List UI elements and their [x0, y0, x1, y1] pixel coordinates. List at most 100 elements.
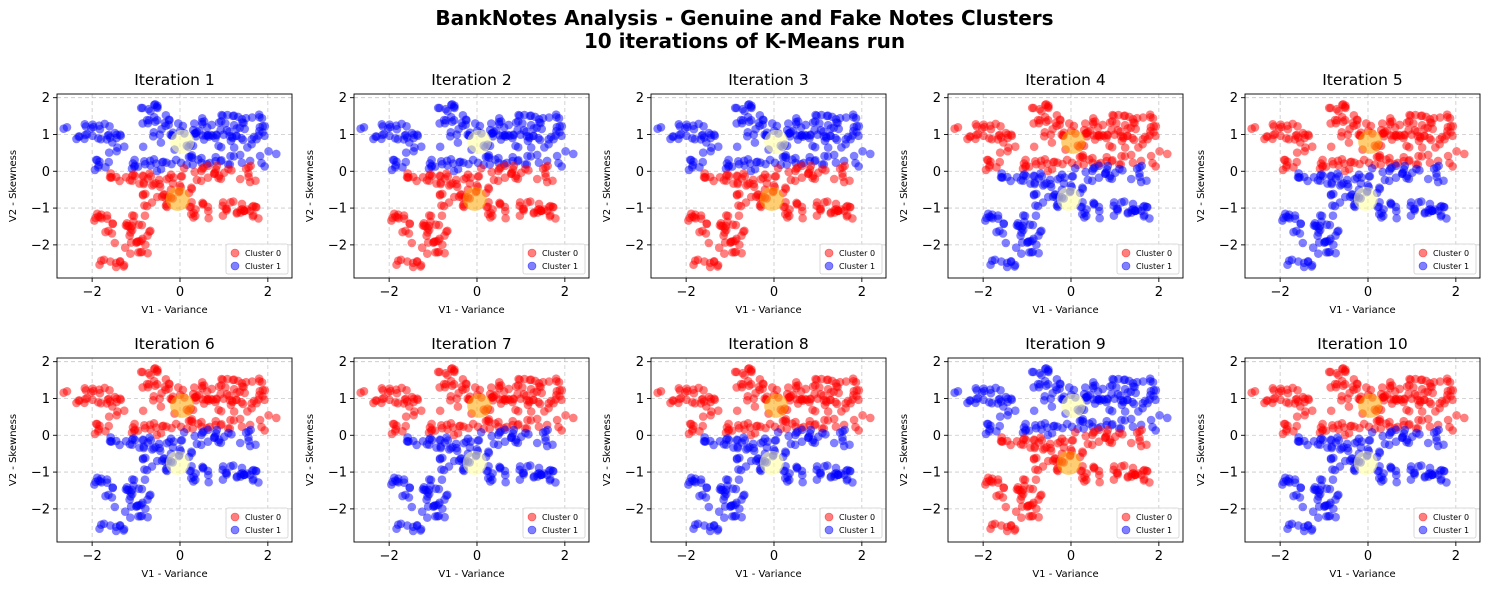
- point-cluster-0: [403, 173, 413, 182]
- point-cluster-0: [1148, 158, 1157, 168]
- point-cluster-1: [511, 437, 520, 447]
- point-cluster-1: [92, 473, 102, 483]
- point-cluster-1: [1329, 240, 1338, 250]
- point-cluster-1: [540, 143, 549, 152]
- point-cluster-0: [1361, 383, 1371, 392]
- point-cluster-0: [264, 411, 273, 420]
- point-cluster-1: [739, 156, 749, 166]
- point-cluster-0: [831, 397, 840, 407]
- point-cluster-1: [437, 465, 446, 474]
- point-cluster-1: [1334, 226, 1343, 236]
- point-cluster-1: [1387, 199, 1396, 209]
- point-cluster-1: [243, 143, 252, 152]
- point-cluster-0: [455, 421, 464, 431]
- point-cluster-1: [1107, 381, 1117, 390]
- legend-marker-cluster-1: [1121, 261, 1131, 271]
- point-cluster-1: [435, 142, 445, 152]
- point-cluster-0: [500, 206, 510, 216]
- point-cluster-1: [106, 437, 116, 446]
- point-cluster-1: [1289, 491, 1298, 501]
- centroid-marker: [1061, 393, 1086, 418]
- point-cluster-0: [244, 163, 253, 172]
- point-cluster-0: [705, 258, 715, 268]
- point-cluster-1: [190, 431, 200, 441]
- legend-marker-cluster-0: [527, 248, 537, 258]
- point-cluster-0: [179, 163, 189, 173]
- point-cluster-0: [523, 415, 532, 425]
- point-cluster-1: [731, 484, 741, 494]
- x-tick-label: −2: [677, 549, 696, 564]
- point-cluster-1: [271, 149, 281, 159]
- legend-label-cluster-1: Cluster 1: [245, 526, 281, 535]
- point-cluster-1: [426, 481, 435, 491]
- point-cluster-1: [494, 153, 503, 163]
- point-cluster-1: [523, 461, 532, 471]
- point-cluster-1: [1068, 172, 1078, 181]
- point-cluster-1: [858, 147, 867, 156]
- point-cluster-0: [786, 175, 796, 185]
- point-cluster-1: [551, 478, 560, 487]
- point-cluster-1: [1117, 197, 1126, 207]
- point-cluster-0: [823, 407, 833, 416]
- x-tick-label: −2: [974, 285, 993, 300]
- point-cluster-0: [197, 417, 206, 427]
- point-cluster-0: [450, 365, 459, 374]
- legend-box: [522, 507, 586, 539]
- point-cluster-1: [526, 143, 536, 152]
- point-cluster-1: [734, 465, 743, 474]
- point-cluster-0: [544, 377, 554, 386]
- point-cluster-1: [1118, 166, 1127, 175]
- point-cluster-1: [792, 119, 801, 129]
- point-cluster-1: [514, 155, 523, 165]
- point-cluster-0: [841, 377, 851, 386]
- point-cluster-0: [1281, 163, 1291, 172]
- centroid-marker: [759, 450, 784, 475]
- point-cluster-1: [841, 113, 851, 122]
- point-cluster-0: [737, 382, 747, 392]
- axes-frame: [56, 93, 293, 279]
- point-cluster-1: [984, 427, 994, 436]
- point-cluster-1: [1313, 175, 1323, 185]
- point-cluster-1: [1375, 448, 1385, 458]
- point-cluster-1: [728, 512, 737, 521]
- point-cluster-0: [525, 397, 534, 407]
- point-cluster-1: [1378, 431, 1388, 441]
- point-cluster-0: [120, 243, 130, 252]
- point-cluster-0: [171, 419, 181, 429]
- point-cluster-0: [1025, 512, 1034, 521]
- point-cluster-0: [1034, 118, 1044, 128]
- point-cluster-1: [401, 148, 411, 157]
- point-cluster-1: [1375, 184, 1385, 194]
- centroid-marker: [170, 129, 195, 154]
- legend-marker-cluster-0: [230, 512, 240, 522]
- y-tick-label: −1: [922, 202, 941, 217]
- legend-label-cluster-1: Cluster 1: [542, 262, 578, 271]
- point-cluster-0: [783, 383, 793, 392]
- point-cluster-0: [763, 173, 772, 182]
- point-cluster-1: [1109, 198, 1119, 207]
- legend: Cluster 0 Cluster 1: [522, 243, 586, 275]
- legend-label-cluster-0: Cluster 0: [542, 513, 578, 522]
- legend-marker-cluster-1: [230, 525, 240, 535]
- point-cluster-0: [723, 217, 732, 227]
- point-cluster-1: [823, 120, 833, 130]
- point-cluster-1: [86, 124, 96, 133]
- point-cluster-0: [532, 414, 542, 424]
- point-cluster-1: [831, 114, 841, 124]
- point-cluster-1: [1420, 208, 1430, 217]
- point-cluster-1: [1090, 399, 1100, 408]
- point-cluster-1: [393, 520, 403, 530]
- legend-label-cluster-0: Cluster 0: [1136, 249, 1172, 258]
- point-cluster-0: [111, 258, 121, 268]
- subplot-title: Iteration 7: [431, 335, 512, 353]
- point-cluster-0: [1108, 155, 1117, 165]
- point-cluster-0: [1103, 425, 1113, 435]
- point-cluster-0: [1318, 419, 1327, 429]
- point-cluster-1: [1303, 440, 1312, 450]
- point-cluster-1: [724, 162, 733, 172]
- point-cluster-1: [823, 143, 833, 152]
- point-cluster-0: [1023, 501, 1033, 511]
- point-cluster-1: [698, 148, 708, 157]
- point-cluster-1: [798, 477, 807, 487]
- point-cluster-1: [695, 491, 704, 501]
